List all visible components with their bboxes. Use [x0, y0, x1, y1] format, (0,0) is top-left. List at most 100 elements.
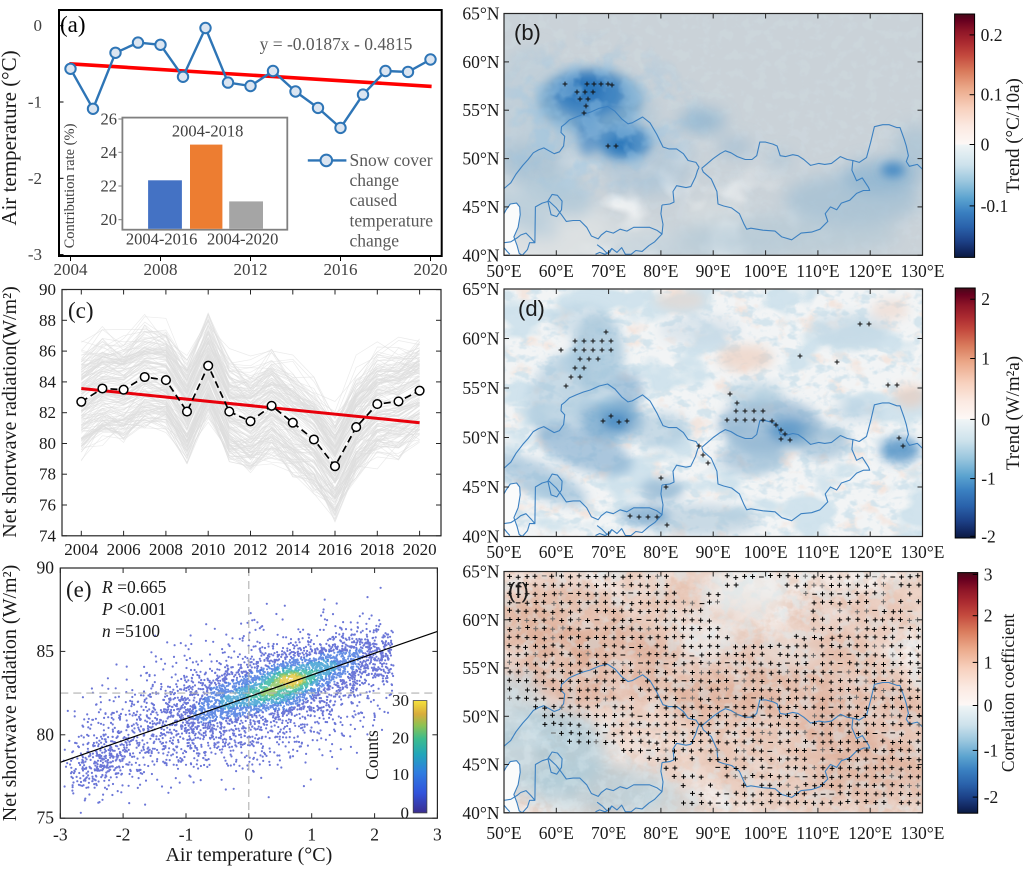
svg-text:-2: -2 [981, 526, 996, 546]
svg-text:change: change [350, 170, 400, 190]
svg-text:2020: 2020 [414, 260, 448, 279]
svg-text:0.1: 0.1 [981, 85, 1003, 105]
svg-text:76: 76 [39, 496, 56, 515]
svg-text:60°N: 60°N [462, 610, 499, 630]
svg-text:70°E: 70°E [591, 542, 626, 562]
svg-text:y = -0.0187x - 0.4815: y = -0.0187x - 0.4815 [260, 34, 413, 54]
svg-text:110°E: 110°E [796, 261, 839, 281]
svg-text:1: 1 [981, 349, 990, 369]
svg-text:caused: caused [350, 190, 398, 210]
svg-text:-0.1: -0.1 [981, 196, 1009, 216]
svg-text:Snow cover: Snow cover [350, 150, 433, 170]
svg-text:2004: 2004 [64, 540, 99, 559]
svg-text:100°E: 100°E [744, 542, 788, 562]
svg-text:65°N: 65°N [462, 4, 499, 24]
svg-text:120°E: 120°E [848, 542, 892, 562]
svg-text:-3: -3 [28, 245, 42, 264]
svg-text:90: 90 [39, 280, 56, 299]
svg-text:50°N: 50°N [462, 706, 499, 726]
svg-text:55°N: 55°N [462, 378, 499, 398]
svg-text:2012: 2012 [234, 260, 268, 279]
svg-text:90: 90 [37, 558, 55, 578]
svg-text:0: 0 [244, 825, 253, 845]
svg-text:26: 26 [101, 110, 118, 129]
svg-text:(d): (d) [518, 296, 545, 321]
svg-text:100°E: 100°E [744, 261, 788, 281]
svg-text:-1: -1 [28, 93, 42, 112]
svg-text:45°N: 45°N [462, 477, 499, 497]
svg-text:60°E: 60°E [539, 823, 574, 843]
svg-text:10: 10 [392, 765, 409, 784]
svg-text:1: 1 [307, 825, 316, 845]
svg-text:Air temperature (°C): Air temperature (°C) [0, 50, 21, 225]
svg-text:70°E: 70°E [591, 261, 626, 281]
svg-text:2014: 2014 [276, 540, 311, 559]
svg-text:45°N: 45°N [462, 755, 499, 775]
svg-text:2018: 2018 [360, 540, 394, 559]
svg-text:65°N: 65°N [462, 562, 499, 582]
svg-text:110°E: 110°E [796, 823, 839, 843]
svg-text:80: 80 [37, 724, 55, 744]
svg-text:-2: -2 [28, 169, 42, 188]
svg-text:0: 0 [984, 696, 993, 716]
svg-text:2004-2018: 2004-2018 [172, 122, 244, 141]
svg-text:2004: 2004 [54, 260, 89, 279]
svg-text:2010: 2010 [191, 540, 225, 559]
svg-text:60°E: 60°E [539, 542, 574, 562]
svg-text:55°N: 55°N [462, 658, 499, 678]
svg-text:1: 1 [984, 652, 993, 672]
svg-text:0: 0 [401, 803, 410, 822]
svg-text:0: 0 [981, 135, 990, 155]
svg-text:50°E: 50°E [486, 261, 521, 281]
svg-text:(f): (f) [508, 578, 529, 603]
svg-text:-1: -1 [179, 825, 194, 845]
svg-text:2008: 2008 [144, 260, 178, 279]
svg-text:0: 0 [34, 16, 43, 35]
svg-text:88: 88 [39, 311, 56, 330]
svg-text:2008: 2008 [149, 540, 183, 559]
svg-text:Counts: Counts [362, 730, 382, 780]
svg-text:3: 3 [984, 564, 993, 584]
svg-text:55°N: 55°N [462, 100, 499, 120]
svg-text:-3: -3 [53, 825, 68, 845]
svg-text:22: 22 [101, 177, 118, 196]
svg-text:Contribution rate (%): Contribution rate (%) [62, 123, 78, 248]
svg-text:Net shortwave radiation (W/m²): Net shortwave radiation (W/m²) [0, 565, 21, 821]
svg-text:0: 0 [981, 409, 990, 429]
svg-text:130°E: 130°E [901, 542, 945, 562]
svg-text:2006: 2006 [107, 540, 141, 559]
svg-text:-1: -1 [984, 740, 999, 760]
svg-text:130°E: 130°E [901, 261, 945, 281]
svg-text:80: 80 [39, 434, 56, 453]
svg-text:90°E: 90°E [696, 542, 731, 562]
svg-text:2004-2020: 2004-2020 [207, 230, 279, 249]
svg-text:0.2: 0.2 [981, 25, 1003, 45]
svg-text:-1: -1 [981, 469, 996, 489]
svg-text:120°E: 120°E [848, 823, 892, 843]
svg-text:80°E: 80°E [643, 542, 678, 562]
svg-text:60°N: 60°N [462, 52, 499, 72]
svg-text:Air temperature (°C): Air temperature (°C) [165, 844, 332, 866]
svg-text:80°E: 80°E [643, 261, 678, 281]
svg-text:45°N: 45°N [462, 197, 499, 217]
svg-text:2: 2 [981, 289, 990, 309]
svg-text:40°N: 40°N [462, 527, 499, 547]
svg-text:2016: 2016 [318, 540, 352, 559]
svg-text:24: 24 [101, 143, 118, 162]
svg-text:R =0.665: R =0.665 [101, 577, 167, 597]
svg-text:-2: -2 [984, 787, 999, 807]
svg-text:3: 3 [433, 825, 442, 845]
svg-text:(c): (c) [68, 298, 94, 323]
svg-text:2012: 2012 [234, 540, 268, 559]
svg-text:70°E: 70°E [591, 823, 626, 843]
svg-text:2004-2016: 2004-2016 [126, 230, 198, 249]
svg-text:60°N: 60°N [462, 329, 499, 349]
svg-text:change: change [350, 230, 400, 250]
svg-text:30: 30 [392, 691, 409, 710]
svg-text:80°E: 80°E [643, 823, 678, 843]
svg-text:20: 20 [101, 210, 118, 229]
svg-text:2: 2 [370, 825, 379, 845]
svg-text:50°N: 50°N [462, 149, 499, 169]
svg-text:2016: 2016 [324, 260, 358, 279]
svg-text:P <0.001: P <0.001 [101, 599, 166, 619]
